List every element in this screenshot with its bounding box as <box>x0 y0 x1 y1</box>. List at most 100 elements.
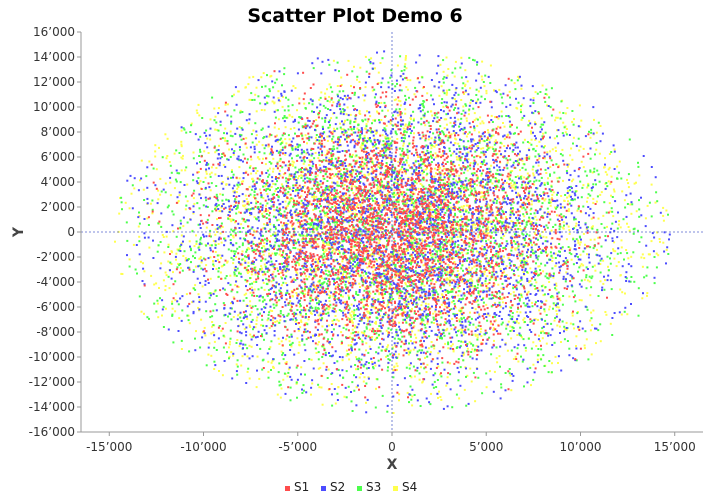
scatter-point <box>473 195 476 198</box>
scatter-point <box>120 196 123 199</box>
scatter-point <box>532 252 534 255</box>
scatter-point <box>503 200 506 203</box>
scatter-point <box>390 298 393 301</box>
scatter-point <box>403 301 406 304</box>
scatter-point <box>617 261 620 264</box>
scatter-point <box>255 86 258 89</box>
scatter-point <box>335 222 338 225</box>
scatter-point <box>575 222 578 225</box>
scatter-point <box>412 110 415 113</box>
scatter-point <box>640 256 643 259</box>
scatter-point <box>593 264 596 267</box>
scatter-point <box>503 227 506 230</box>
scatter-point <box>223 237 225 240</box>
scatter-point <box>373 281 376 284</box>
scatter-point <box>464 83 467 86</box>
scatter-point <box>340 331 343 334</box>
scatter-point <box>300 174 303 177</box>
scatter-point <box>214 233 217 236</box>
scatter-point <box>379 187 382 190</box>
scatter-point <box>459 147 462 150</box>
scatter-point <box>404 57 407 59</box>
scatter-point <box>410 263 412 266</box>
scatter-point <box>466 347 469 350</box>
scatter-point <box>169 261 172 264</box>
scatter-point <box>209 244 212 247</box>
scatter-point <box>445 89 448 92</box>
scatter-point <box>268 214 271 217</box>
scatter-point <box>385 245 388 248</box>
scatter-point <box>491 256 494 259</box>
scatter-point <box>458 273 461 276</box>
scatter-point <box>488 297 491 300</box>
scatter-point <box>157 198 160 201</box>
scatter-point <box>445 113 448 116</box>
scatter-point <box>205 244 208 247</box>
scatter-point <box>539 235 542 238</box>
scatter-point <box>447 271 450 274</box>
scatter-point <box>372 162 374 165</box>
scatter-point <box>444 290 447 293</box>
scatter-point <box>339 122 341 125</box>
scatter-point <box>246 270 249 273</box>
scatter-point <box>137 225 140 228</box>
scatter-point <box>445 277 448 280</box>
scatter-point <box>328 100 331 103</box>
scatter-point <box>268 90 271 93</box>
scatter-point <box>433 322 435 324</box>
scatter-point <box>542 294 545 297</box>
scatter-point <box>549 165 552 168</box>
scatter-point <box>373 338 376 341</box>
scatter-point <box>443 76 446 79</box>
scatter-point <box>449 185 452 188</box>
scatter-point <box>263 210 266 213</box>
scatter-point <box>463 294 466 297</box>
scatter-point <box>522 302 525 305</box>
scatter-point <box>426 110 429 113</box>
scatter-point <box>405 55 407 57</box>
scatter-point <box>121 273 124 275</box>
scatter-point <box>545 272 548 275</box>
scatter-point <box>514 233 517 236</box>
scatter-point <box>343 309 346 312</box>
scatter-point <box>421 172 424 175</box>
scatter-point <box>309 267 312 270</box>
scatter-point <box>393 313 396 316</box>
scatter-point <box>626 313 629 316</box>
scatter-point <box>343 121 346 124</box>
scatter-point <box>245 146 248 149</box>
scatter-point <box>294 146 297 148</box>
scatter-point <box>405 86 408 89</box>
scatter-point <box>180 234 183 237</box>
scatter-point <box>380 253 383 256</box>
scatter-point <box>536 92 539 95</box>
scatter-point <box>440 398 443 401</box>
scatter-point <box>516 334 519 336</box>
scatter-point <box>254 273 257 276</box>
scatter-point <box>604 235 607 237</box>
scatter-point <box>339 177 342 180</box>
scatter-point <box>380 177 383 180</box>
scatter-point <box>413 375 416 378</box>
scatter-point <box>439 137 442 140</box>
scatter-point <box>175 180 178 183</box>
scatter-point <box>568 347 571 350</box>
scatter-point <box>406 235 409 237</box>
scatter-point <box>516 247 519 250</box>
scatter-point <box>250 345 253 348</box>
scatter-point <box>477 324 480 327</box>
scatter-point <box>450 345 453 347</box>
scatter-point <box>195 243 198 245</box>
scatter-point <box>315 134 318 136</box>
scatter-point <box>407 164 410 167</box>
scatter-point <box>233 271 236 274</box>
scatter-point <box>329 236 332 239</box>
scatter-point <box>420 157 423 160</box>
scatter-point <box>302 216 305 218</box>
scatter-point <box>468 341 471 344</box>
scatter-point <box>493 283 496 286</box>
scatter-point <box>378 239 381 242</box>
scatter-point <box>460 185 462 187</box>
scatter-point <box>422 226 424 229</box>
scatter-point <box>556 193 558 196</box>
